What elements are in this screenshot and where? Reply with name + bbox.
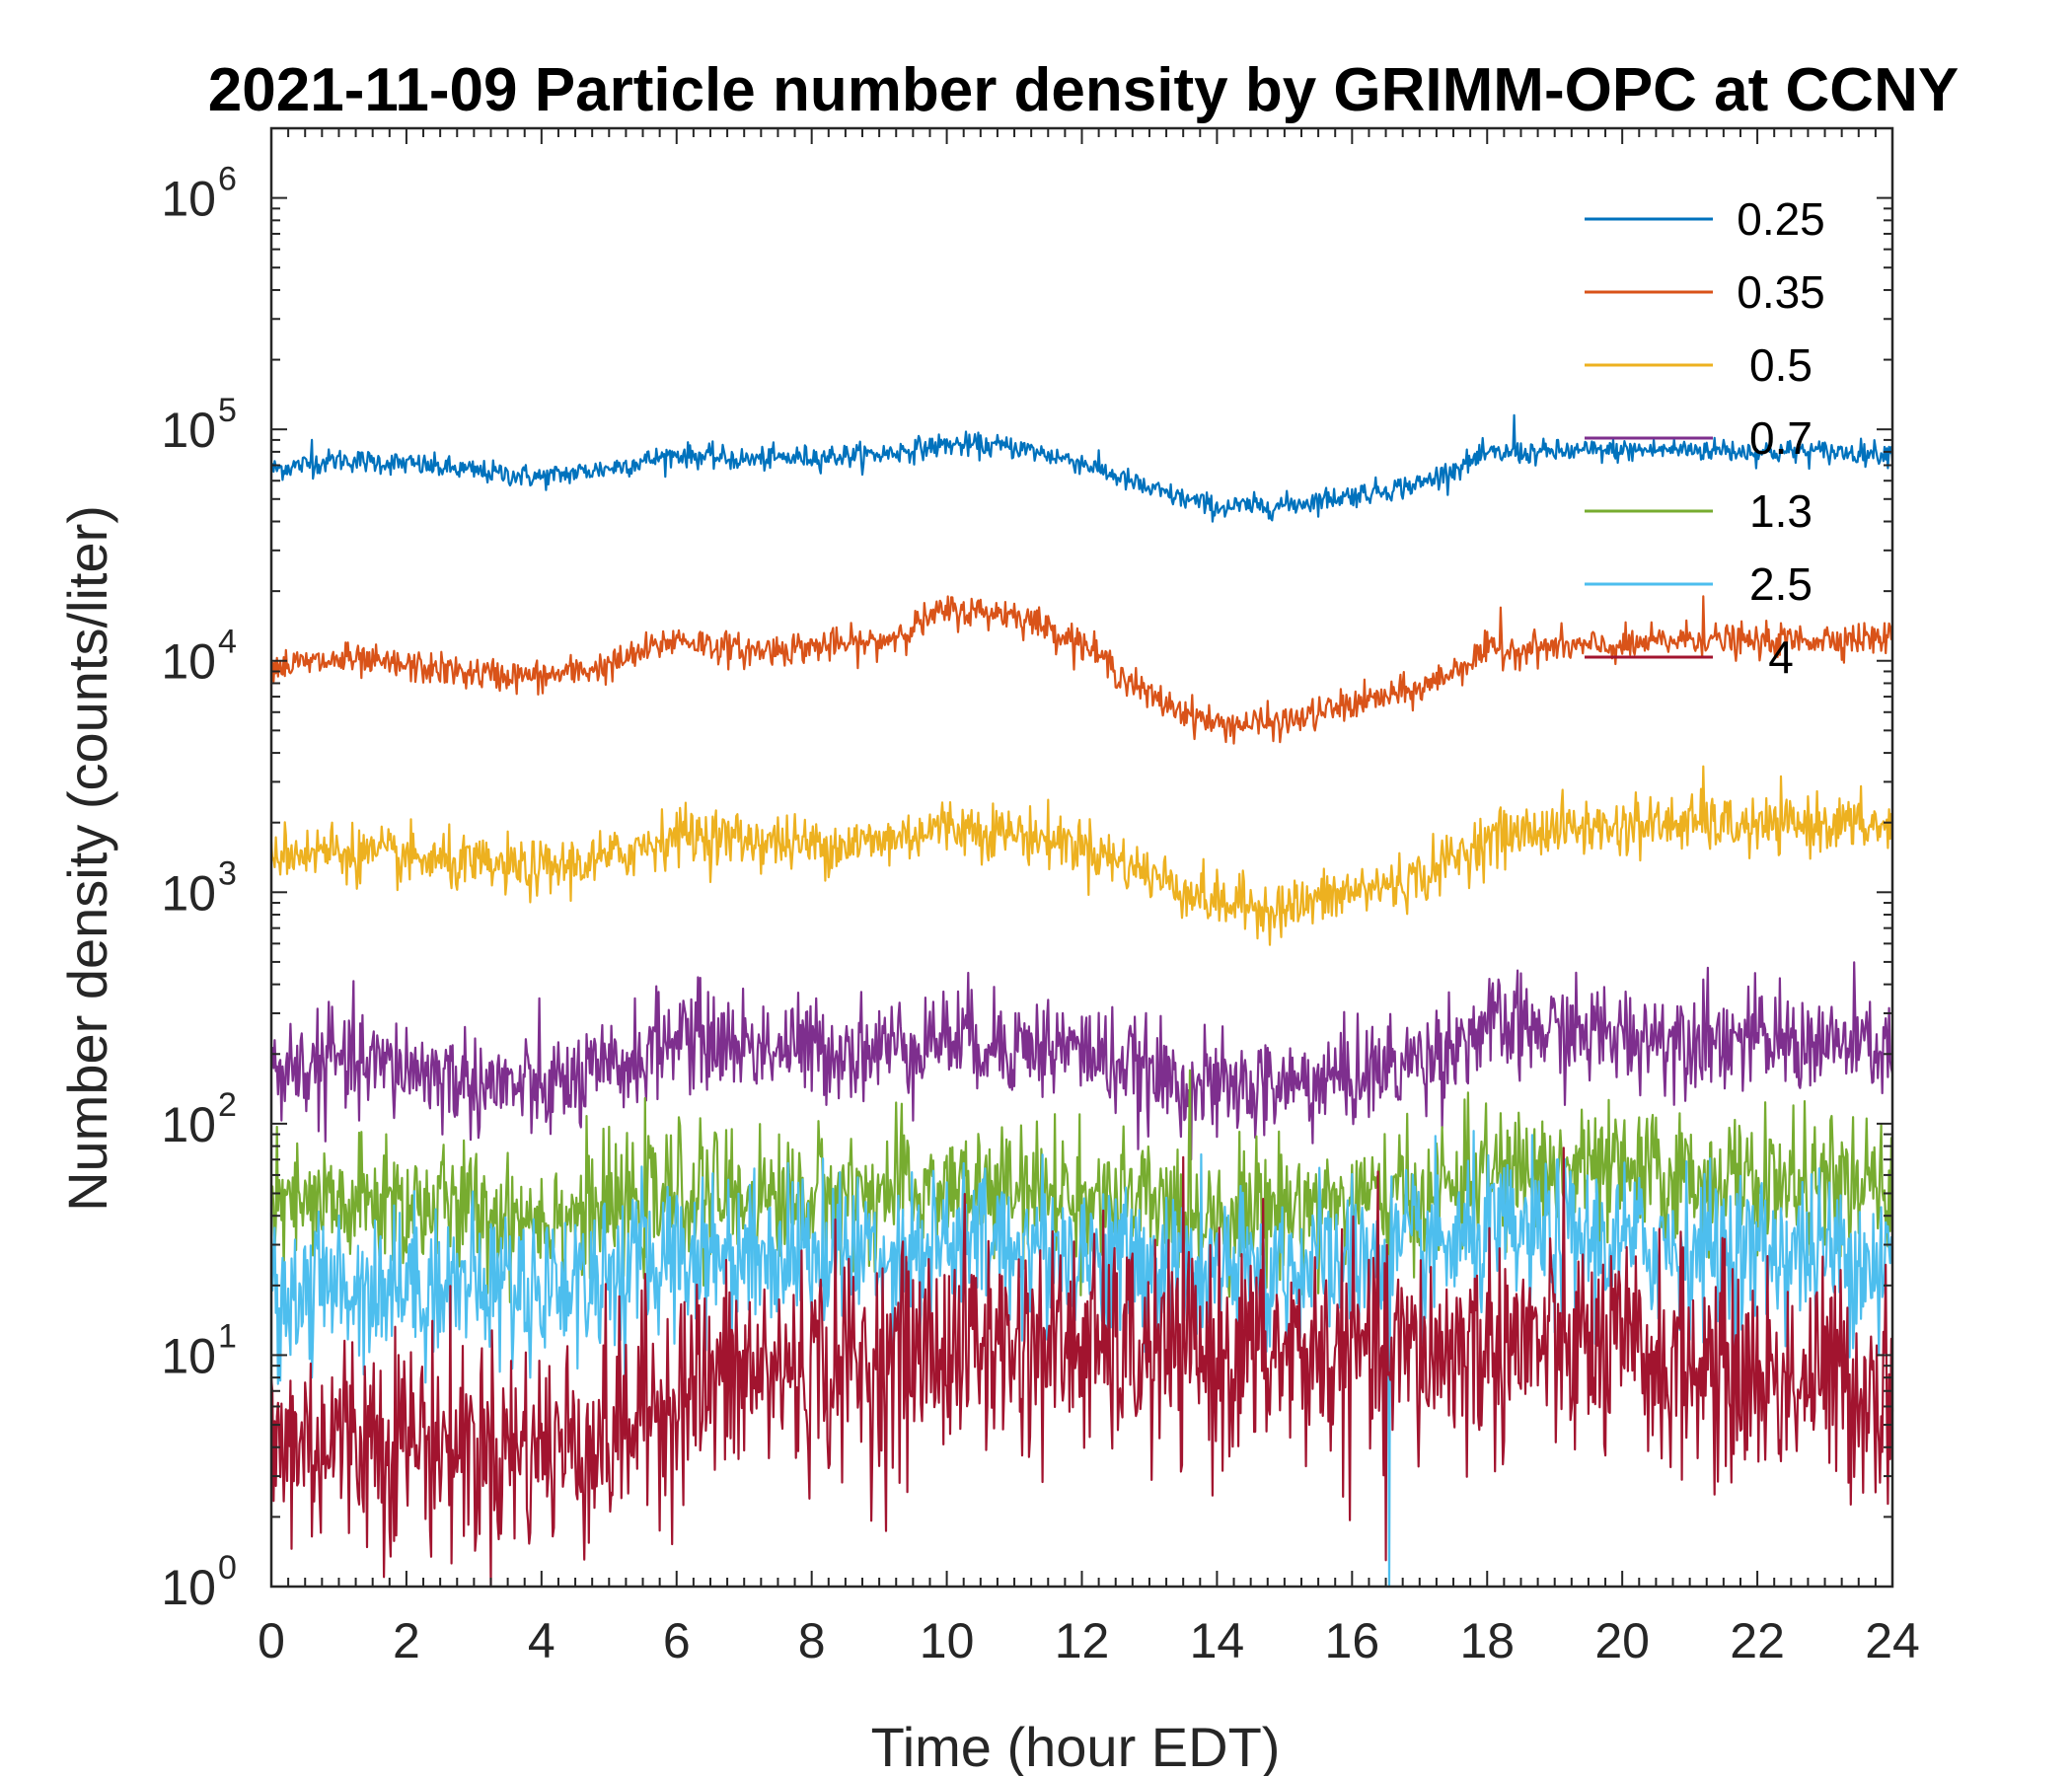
series-line-0-7: [269, 961, 1894, 1161]
legend-entry: 4: [1585, 631, 1794, 683]
y-tick-base: 10: [161, 172, 216, 227]
legend-entry: 0.25: [1585, 193, 1825, 245]
legend-entry: 1.3: [1585, 485, 1813, 537]
legend-label: 2.5: [1749, 558, 1813, 610]
y-tick-exponent: 6: [218, 161, 237, 198]
x-tick-label: 22: [1730, 1613, 1785, 1668]
legend-label: 4: [1768, 631, 1794, 683]
legend-label: 0.25: [1737, 193, 1825, 245]
legend-entry: 2.5: [1585, 558, 1813, 610]
y-tick-exponent: 2: [218, 1086, 237, 1124]
x-tick-label: 18: [1459, 1613, 1515, 1668]
y-tick-exponent: 3: [218, 854, 237, 892]
y-tick-exponent: 1: [218, 1317, 237, 1355]
y-tick-base: 10: [161, 403, 216, 458]
y-tick-exponent: 5: [218, 392, 237, 429]
x-tick-label: 14: [1190, 1613, 1245, 1668]
series-lines: [269, 413, 1894, 1589]
y-axis-label: Number density (counts/liter): [56, 505, 118, 1212]
y-tick-label: 10 2: [161, 1086, 237, 1152]
legend-label: 1.3: [1749, 485, 1813, 537]
x-tick-label: 8: [798, 1613, 826, 1668]
series-line-2-5: [269, 1130, 1894, 1589]
series-line-0-25: [269, 413, 1894, 523]
y-tick-base: 10: [161, 1097, 216, 1152]
x-axis-label: Time (hour EDT): [871, 1716, 1281, 1776]
x-tick-label: 6: [663, 1613, 691, 1668]
series-line-4: [269, 1147, 1894, 1589]
y-tick-base: 10: [161, 634, 216, 690]
y-tick-label: 10 1: [161, 1317, 237, 1383]
legend-label: 0.5: [1749, 339, 1813, 391]
y-tick-label: 10 6: [161, 161, 237, 227]
legend-label: 0.7: [1749, 412, 1813, 464]
x-tick-label: 20: [1594, 1613, 1650, 1668]
series-line-1-3: [270, 1069, 1894, 1303]
series-line-0-35: [269, 595, 1894, 745]
chart-title: 2021-11-09 Particle number density by GR…: [208, 56, 1959, 124]
x-tick-label: 0: [258, 1613, 285, 1668]
y-tick-base: 10: [161, 1560, 216, 1615]
x-tick-label: 10: [920, 1613, 975, 1668]
x-tick-label: 12: [1055, 1613, 1110, 1668]
x-tick-labels: 0 2 4 6 8 10 12 14 16 18 20 22 24: [258, 1613, 1920, 1668]
legend-entry: 0.7: [1585, 412, 1813, 464]
tick-marks: [270, 127, 1893, 1588]
y-tick-label: 10 3: [161, 854, 237, 921]
y-tick-base: 10: [161, 865, 216, 921]
x-tick-label: 16: [1325, 1613, 1380, 1668]
legend: 0.25 0.35 0.5 0.7 1.3 2.5 4: [1585, 193, 1825, 683]
legend-entry: 0.5: [1585, 339, 1813, 391]
legend-entry: 0.35: [1585, 266, 1825, 318]
x-tick-label: 24: [1865, 1613, 1920, 1668]
y-tick-exponent: 4: [218, 624, 237, 661]
y-tick-exponent: 0: [218, 1549, 237, 1587]
series-line-0-5: [269, 765, 1893, 946]
x-tick-label: 4: [528, 1613, 555, 1668]
legend-label: 0.35: [1737, 266, 1825, 318]
y-tick-label: 10 5: [161, 392, 237, 458]
y-tick-label: 10 0: [161, 1549, 237, 1615]
y-tick-base: 10: [161, 1328, 216, 1383]
x-tick-label: 2: [393, 1613, 420, 1668]
y-tick-label: 10 4: [161, 624, 237, 690]
